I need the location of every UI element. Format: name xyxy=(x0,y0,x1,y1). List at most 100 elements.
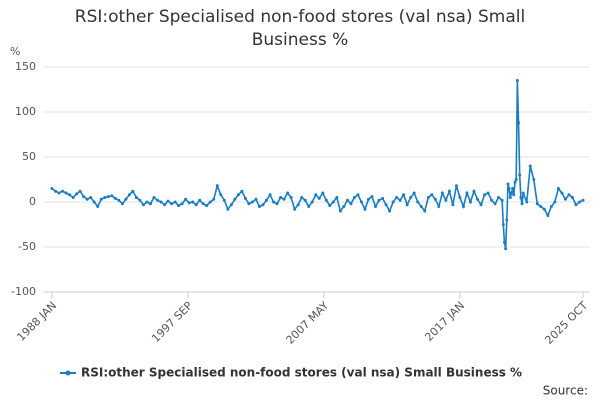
point xyxy=(567,193,571,197)
point xyxy=(483,193,487,197)
chart-title: RSI:other Specialised non-food stores (v… xyxy=(74,7,526,50)
point xyxy=(131,189,135,193)
source: Source: xyxy=(543,384,588,398)
y-tick-label: 100 xyxy=(15,105,36,118)
point xyxy=(520,202,524,206)
point xyxy=(518,173,522,177)
y-tick-label: 50 xyxy=(22,150,36,163)
point xyxy=(257,205,261,208)
point xyxy=(201,202,205,206)
point xyxy=(525,200,529,204)
point xyxy=(64,191,68,195)
point xyxy=(349,202,353,206)
point xyxy=(236,193,240,197)
y-axis-label: % xyxy=(10,45,20,58)
point xyxy=(451,203,455,207)
point xyxy=(71,196,75,199)
point xyxy=(300,196,304,199)
point xyxy=(219,193,223,197)
point xyxy=(54,189,58,193)
point xyxy=(215,184,219,188)
point xyxy=(409,196,413,199)
point xyxy=(82,195,86,199)
point xyxy=(317,196,321,200)
point xyxy=(286,191,290,195)
point xyxy=(226,207,230,211)
point xyxy=(581,198,585,202)
point xyxy=(465,191,469,195)
point xyxy=(532,178,536,181)
point xyxy=(486,191,490,195)
point xyxy=(366,197,370,201)
point xyxy=(458,196,462,199)
point xyxy=(208,200,212,204)
point xyxy=(444,198,448,202)
point xyxy=(352,196,356,199)
point xyxy=(155,198,159,202)
point xyxy=(501,223,505,226)
point xyxy=(198,198,202,202)
point xyxy=(528,164,532,168)
point xyxy=(194,203,198,207)
point xyxy=(279,196,283,199)
point xyxy=(307,205,311,208)
y-tick-label: -100 xyxy=(11,285,36,298)
point xyxy=(152,196,156,199)
point xyxy=(553,200,557,204)
point xyxy=(148,202,152,206)
legend-label: RSI:other Specialised non-food stores (v… xyxy=(81,366,522,380)
point xyxy=(513,180,517,184)
point xyxy=(321,191,325,195)
point xyxy=(314,193,318,197)
point xyxy=(117,198,121,202)
point xyxy=(521,191,525,195)
point xyxy=(497,196,501,199)
point xyxy=(539,205,543,208)
point xyxy=(490,198,494,202)
point xyxy=(512,193,516,197)
point xyxy=(272,200,276,204)
point xyxy=(515,79,519,82)
point xyxy=(391,200,395,204)
point xyxy=(338,209,342,213)
point xyxy=(57,191,61,195)
point xyxy=(335,196,339,199)
point xyxy=(398,198,402,202)
point xyxy=(163,203,167,207)
point xyxy=(261,203,265,207)
point xyxy=(395,196,399,199)
point xyxy=(243,196,247,200)
point xyxy=(493,202,497,206)
point xyxy=(384,203,388,207)
point xyxy=(254,197,258,201)
point xyxy=(268,193,272,197)
y-tick-label: 0 xyxy=(29,195,36,208)
point xyxy=(205,204,209,208)
point xyxy=(423,209,427,213)
point xyxy=(359,200,363,204)
point xyxy=(426,196,430,199)
point xyxy=(103,196,107,199)
point xyxy=(500,198,504,202)
point xyxy=(166,199,170,203)
point xyxy=(546,214,550,217)
point xyxy=(577,200,581,204)
point xyxy=(363,207,367,211)
point xyxy=(310,200,314,204)
point xyxy=(296,203,300,207)
point xyxy=(282,197,286,201)
point xyxy=(505,218,509,222)
point xyxy=(511,187,515,190)
point xyxy=(275,202,279,206)
point xyxy=(405,203,409,207)
y-tick-label: -50 xyxy=(18,240,36,253)
point xyxy=(170,202,174,206)
point xyxy=(85,197,89,201)
point xyxy=(542,207,546,211)
point xyxy=(303,198,307,202)
point xyxy=(324,198,328,202)
point xyxy=(78,189,82,193)
point xyxy=(388,209,392,213)
